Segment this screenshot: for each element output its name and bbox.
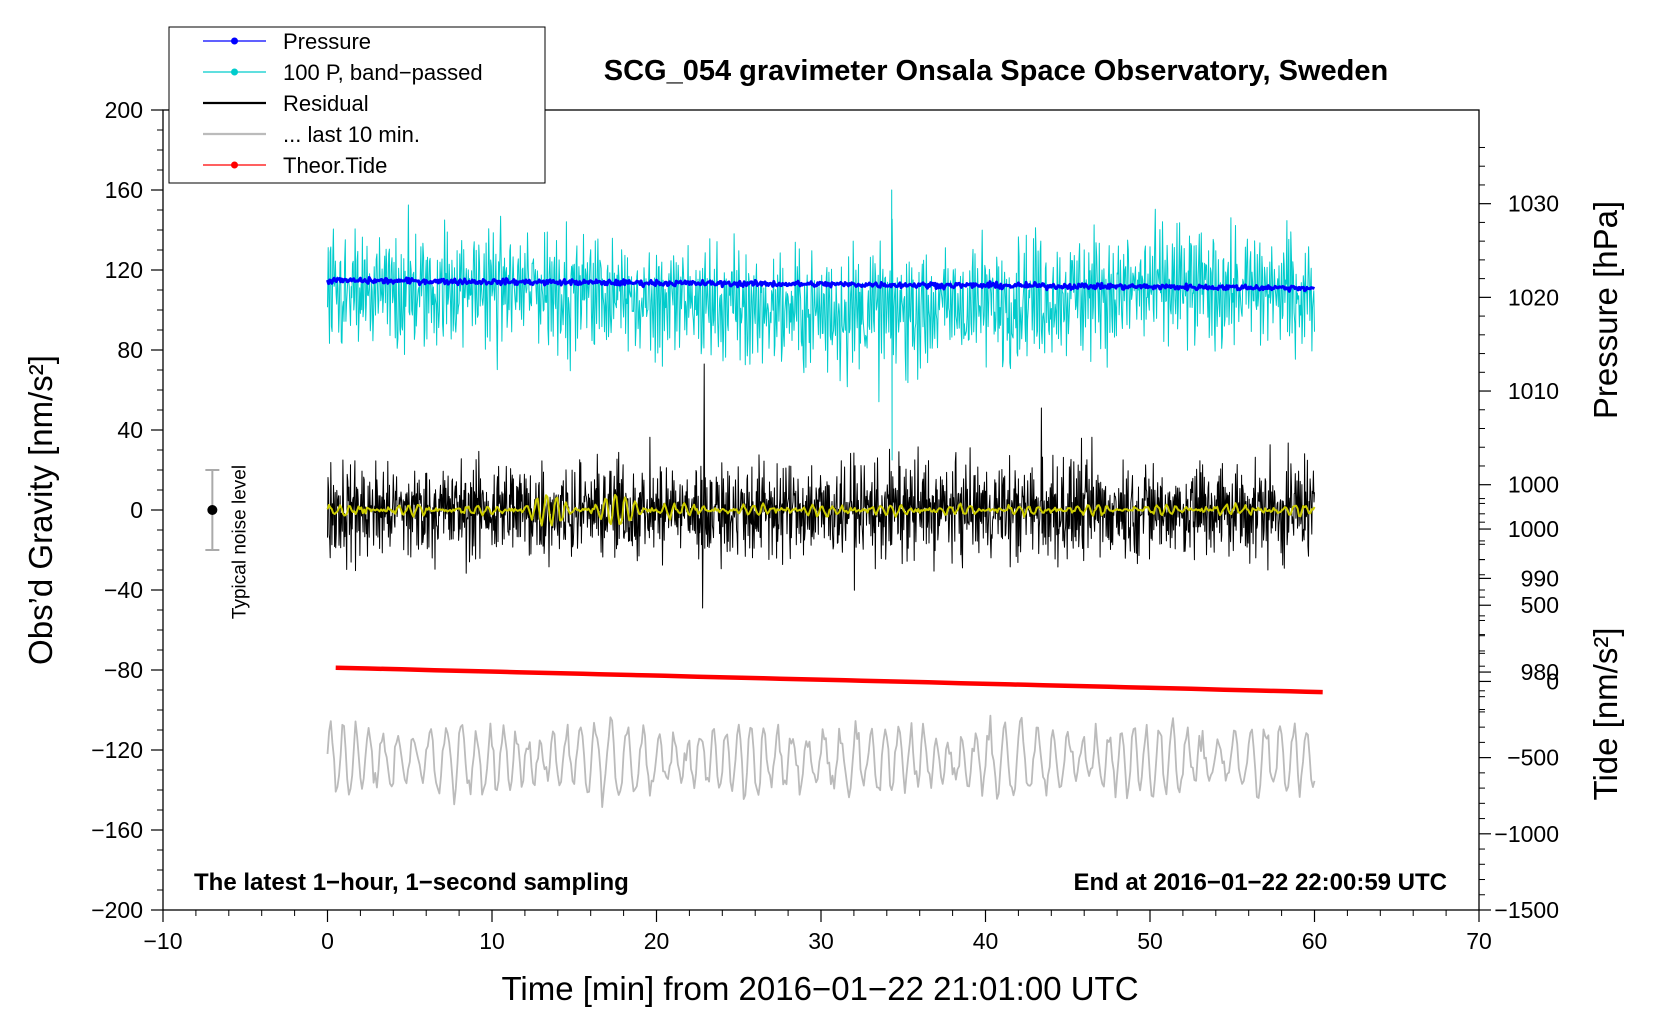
y-tick-label: −80	[104, 657, 143, 683]
pressure-tick-label: 980	[1521, 659, 1559, 685]
tide-tick-label: 0	[1546, 668, 1559, 694]
x-tick-label: 10	[479, 928, 505, 954]
pressure-tick-label: 1020	[1508, 284, 1559, 310]
x-tick-label: 40	[973, 928, 999, 954]
legend-marker	[231, 68, 238, 76]
legend-label: Pressure	[283, 29, 371, 54]
x-tick-label: 50	[1137, 928, 1163, 954]
legend-label: Theor.Tide	[283, 153, 387, 178]
axis-layer: −10 0 10 20 30 40 50 60 7020016012080400−40−80−1…	[91, 97, 1559, 954]
noise-level-indicator	[205, 469, 220, 551]
pressure-tick-label: 1030	[1508, 191, 1559, 217]
legend: Pressure 100 P, band−passed Residual ... la…	[168, 26, 546, 184]
y-tick-label: 80	[117, 337, 143, 363]
annotation-sampling: The latest 1−hour, 1−second sampling	[194, 869, 629, 896]
annotation-end-time: End at 2016−01−22 22:00:59 UTC	[1073, 869, 1447, 896]
tide-tick-label: −1500	[1494, 897, 1559, 923]
tide-tick-label: −500	[1507, 745, 1559, 771]
legend-box	[168, 26, 546, 184]
series-residual-smoothed	[326, 493, 1316, 527]
x-tick-label: 20	[644, 928, 670, 954]
y-tick-label: −120	[91, 737, 143, 763]
pressure-tick-label: 1010	[1508, 378, 1559, 404]
series-residual	[327, 363, 1315, 609]
x-axis-title: Time [min] from 2016−01−22 21:01:00 UTC	[501, 970, 1138, 1007]
y-tick-label: 40	[117, 417, 143, 443]
legend-marker	[231, 161, 238, 169]
tide-tick-label: 1000	[1508, 516, 1559, 542]
y-tick-label: 120	[105, 257, 143, 283]
y-tick-label: 200	[105, 97, 143, 123]
series-theoretical-tide	[335, 665, 1323, 695]
pressure-tick-label: 1000	[1508, 472, 1559, 498]
y-tick-label: −160	[91, 817, 143, 843]
x-tick-label: 0	[321, 928, 334, 954]
x-tick-label: 70	[1466, 928, 1492, 954]
chart-title: SCG_054 gravimeter Onsala Space Observat…	[604, 55, 1388, 87]
pressure-tick-label: 990	[1521, 565, 1559, 591]
x-tick-label: 30	[808, 928, 834, 954]
y-axis-title-pressure: Pressure [hPa]	[1587, 201, 1624, 419]
legend-marker	[231, 37, 238, 45]
legend-label: 100 P, band−passed	[283, 60, 483, 85]
series-last-10-min	[326, 714, 1316, 808]
y-tick-label: −40	[104, 577, 143, 603]
noise-level-label: Typical noise level	[229, 465, 250, 619]
y-axis-title-gravity: Obs’d Gravity [nm/s²]	[22, 355, 59, 665]
x-tick-label: 60	[1302, 928, 1328, 954]
y-tick-label: −200	[91, 897, 143, 923]
tide-tick-label: −1000	[1494, 821, 1559, 847]
tide-tick-label: 500	[1521, 592, 1559, 618]
series-pressure	[326, 276, 1316, 293]
legend-label: ... last 10 min.	[283, 122, 420, 147]
series-layer	[326, 189, 1323, 808]
series-pressure-band-passed	[327, 189, 1315, 461]
legend-label: Residual	[283, 91, 369, 116]
y-tick-label: 0	[130, 497, 143, 523]
x-tick-label: −10	[143, 928, 182, 954]
y-tick-label: 160	[105, 177, 143, 203]
noise-bar-center	[207, 505, 218, 515]
y-axis-title-tide: Tide [nm/s²]	[1587, 628, 1624, 801]
